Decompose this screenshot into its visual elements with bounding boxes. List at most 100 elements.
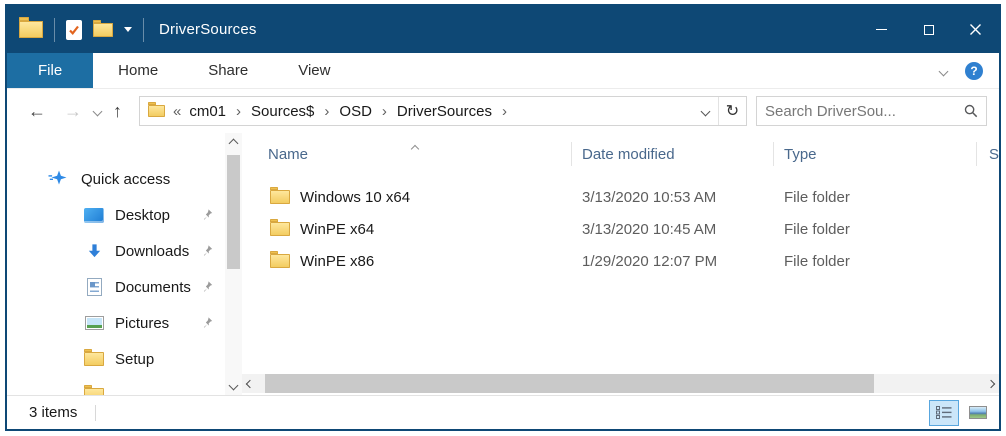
scroll-right-icon[interactable]: [983, 379, 999, 388]
tab-share[interactable]: Share: [183, 53, 273, 88]
status-divider: [95, 404, 97, 421]
file-rows: Windows 10 x64 3/13/2020 10:53 AM File f…: [242, 169, 999, 374]
details-view-button[interactable]: [929, 399, 959, 426]
file-list-pane: Name Date modified Type Size Windows 10 …: [242, 133, 999, 395]
desktop-icon: [83, 207, 105, 223]
forward-button[interactable]: →: [64, 101, 82, 121]
horizontal-scrollbar-track[interactable]: [258, 374, 983, 393]
window-title: DriverSources: [159, 21, 257, 38]
sidebar-item-label: Documents: [115, 278, 191, 296]
table-row-winpe-x64[interactable]: WinPE x64 3/13/2020 10:45 AM File folder: [242, 213, 999, 245]
scroll-left-icon[interactable]: [242, 379, 258, 388]
maximize-button[interactable]: [905, 6, 952, 53]
name-cell: WinPE x86: [242, 251, 572, 270]
refresh-icon[interactable]: ↻: [718, 97, 746, 125]
properties-icon[interactable]: [66, 19, 82, 40]
pictures-icon: [83, 316, 105, 330]
column-header-row: Name Date modified Type Size: [242, 139, 999, 169]
sidebar-vertical-scrollbar[interactable]: [225, 133, 242, 395]
address-folder-icon: [148, 102, 165, 117]
titlebar: DriverSources: [7, 6, 999, 53]
expand-ribbon-chevron-icon[interactable]: [938, 62, 949, 80]
sidebar-item-downloads[interactable]: Downloads: [7, 233, 225, 269]
folder-icon: [83, 385, 105, 395]
sidebar-item-desktop[interactable]: Desktop: [7, 197, 225, 233]
breadcrumb-driversources[interactable]: DriverSources: [396, 102, 492, 120]
pin-icon: [200, 245, 213, 258]
search-icon[interactable]: [964, 104, 978, 118]
scroll-down-icon[interactable]: [225, 377, 242, 393]
breadcrumb-sources[interactable]: Sources$: [251, 102, 315, 120]
caption-buttons: [858, 6, 999, 53]
thumbnails-view-button[interactable]: [963, 400, 993, 426]
new-folder-icon[interactable]: [93, 19, 113, 37]
window-system-folder-icon[interactable]: [19, 17, 43, 38]
sidebar-item-pictures[interactable]: Pictures: [7, 305, 225, 341]
horizontal-scrollbar-thumb[interactable]: [265, 374, 875, 393]
table-row-windows-10-x64[interactable]: Windows 10 x64 3/13/2020 10:53 AM File f…: [242, 181, 999, 213]
horizontal-scrollbar[interactable]: [242, 374, 999, 393]
breadcrumb-cm01[interactable]: cm01: [189, 102, 227, 120]
folder-icon: [270, 251, 290, 268]
column-header-size[interactable]: Size: [977, 142, 999, 166]
sidebar-item-setup[interactable]: Setup: [7, 341, 225, 377]
name-cell: Windows 10 x64: [242, 187, 572, 206]
breadcrumb-overflow-icon[interactable]: «: [173, 102, 182, 120]
column-label: Size: [989, 145, 999, 163]
items-count: 3 items: [29, 404, 78, 421]
minimize-button[interactable]: [858, 6, 905, 53]
breadcrumb-separator-icon[interactable]: ›: [236, 102, 242, 120]
scroll-up-icon[interactable]: [225, 135, 242, 151]
name-cell: WinPE x64: [242, 219, 572, 238]
pin-icon: [200, 209, 213, 222]
breadcrumb-osd[interactable]: OSD: [339, 102, 372, 120]
column-header-name[interactable]: Name: [242, 142, 572, 166]
customize-toolbar-chevron-icon[interactable]: [124, 27, 132, 32]
column-label: Name: [268, 145, 309, 163]
sidebar-item-label: Setup: [115, 350, 155, 368]
status-bar: 3 items: [7, 395, 999, 429]
vertical-scrollbar-thumb[interactable]: [227, 155, 240, 269]
pin-icon: [200, 317, 213, 330]
tab-label: View: [298, 62, 331, 79]
up-button[interactable]: ↑: [113, 101, 122, 121]
sidebar-item-label: Downloads: [115, 242, 190, 260]
file-name: WinPE x64: [300, 220, 375, 238]
type-cell: File folder: [784, 220, 850, 238]
sidebar-item-partial[interactable]: [7, 377, 225, 395]
main-content: Quick access Desktop Downloads: [7, 133, 999, 395]
address-dropdown-chevron-icon[interactable]: [692, 97, 718, 125]
address-bar: ← → ↑ « cm01 › Sources$ › OSD › DriverSo…: [7, 89, 999, 133]
back-button[interactable]: ←: [28, 101, 46, 121]
search-input[interactable]: [765, 102, 964, 120]
address-box-right-controls: ↻: [692, 97, 746, 125]
close-button[interactable]: [952, 6, 999, 53]
tab-home[interactable]: Home: [93, 53, 183, 88]
column-header-type[interactable]: Type: [774, 142, 977, 166]
help-glyph: ?: [970, 63, 978, 78]
column-header-date-modified[interactable]: Date modified: [572, 142, 774, 166]
maximize-icon: [923, 24, 934, 35]
sidebar-item-quick-access[interactable]: Quick access: [7, 161, 225, 197]
table-row-winpe-x86[interactable]: WinPE x86 1/29/2020 12:07 PM File folder: [242, 245, 999, 277]
breadcrumb-separator-icon[interactable]: ›: [324, 102, 330, 120]
help-icon[interactable]: ?: [965, 61, 983, 80]
thumbnails-view-icon: [969, 406, 987, 419]
recent-locations-chevron-icon[interactable]: [92, 102, 103, 120]
folder-icon: [270, 187, 290, 204]
breadcrumb-separator-icon[interactable]: ›: [501, 102, 507, 120]
close-icon: [970, 24, 981, 35]
view-toggle-buttons: [929, 399, 993, 426]
tab-label: File: [38, 62, 63, 79]
breadcrumb-separator-icon[interactable]: ›: [381, 102, 387, 120]
pin-icon: [200, 281, 213, 294]
orange-check-glyph: [69, 25, 79, 35]
type-cell: File folder: [784, 188, 850, 206]
minimize-icon: [876, 29, 887, 30]
tab-view[interactable]: View: [273, 53, 355, 88]
tab-file[interactable]: File: [7, 53, 94, 88]
search-box: [756, 96, 987, 126]
sidebar-item-documents[interactable]: Documents: [7, 269, 225, 305]
date-modified-cell: 3/13/2020 10:45 AM: [582, 220, 717, 238]
address-breadcrumb-box[interactable]: « cm01 › Sources$ › OSD › DriverSources …: [139, 96, 747, 126]
